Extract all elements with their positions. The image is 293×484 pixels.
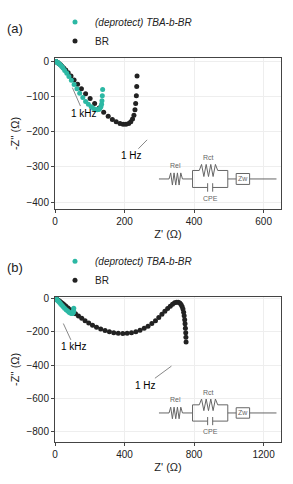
svg-text:800: 800 (186, 449, 203, 460)
svg-text:0: 0 (43, 293, 49, 304)
svg-text:−200: −200 (26, 126, 49, 137)
svg-text:Zw: Zw (238, 175, 248, 182)
svg-text:400: 400 (116, 449, 133, 460)
svg-text:−800: −800 (26, 426, 49, 437)
svg-text:Zw: Zw (238, 409, 248, 416)
svg-text:1 Hz: 1 Hz (135, 380, 156, 391)
svg-text:0: 0 (52, 449, 58, 460)
svg-text:Z' (Ω): Z' (Ω) (154, 228, 181, 240)
svg-text:Rel: Rel (170, 162, 181, 169)
svg-text:−300: −300 (26, 161, 49, 172)
svg-text:−400: −400 (26, 360, 49, 371)
svg-text:−600: −600 (26, 393, 49, 404)
svg-text:−200: −200 (26, 326, 49, 337)
svg-text:-Z'' (Ω): -Z'' (Ω) (9, 117, 21, 150)
svg-text:Rct: Rct (203, 389, 214, 396)
svg-text:(b): (b) (7, 260, 23, 275)
svg-text:1 kHz: 1 kHz (61, 341, 87, 352)
svg-text:1 kHz: 1 kHz (71, 108, 97, 119)
svg-text:1200: 1200 (252, 449, 275, 460)
svg-text:(deprotect) TBA-b-BR: (deprotect) TBA-b-BR (95, 17, 192, 28)
svg-text:CPE: CPE (203, 195, 218, 202)
svg-text:−400: −400 (26, 197, 49, 208)
svg-text:0: 0 (43, 56, 49, 67)
svg-text:(a): (a) (7, 21, 23, 36)
svg-text:0: 0 (52, 216, 58, 227)
svg-text:400: 400 (186, 216, 203, 227)
svg-text:-Z'' (Ω): -Z'' (Ω) (9, 353, 21, 386)
svg-text:1 Hz: 1 Hz (121, 150, 142, 161)
svg-text:200: 200 (116, 216, 133, 227)
svg-text:−100: −100 (26, 91, 49, 102)
svg-text:BR: BR (95, 275, 109, 286)
svg-text:CPE: CPE (203, 428, 218, 435)
svg-text:(deprotect) TBA-b-BR: (deprotect) TBA-b-BR (95, 256, 192, 267)
svg-text:Rel: Rel (170, 396, 181, 403)
svg-text:600: 600 (255, 216, 272, 227)
svg-text:Z' (Ω): Z' (Ω) (154, 461, 181, 473)
svg-text:Rct: Rct (203, 154, 214, 161)
svg-text:BR: BR (95, 36, 109, 47)
